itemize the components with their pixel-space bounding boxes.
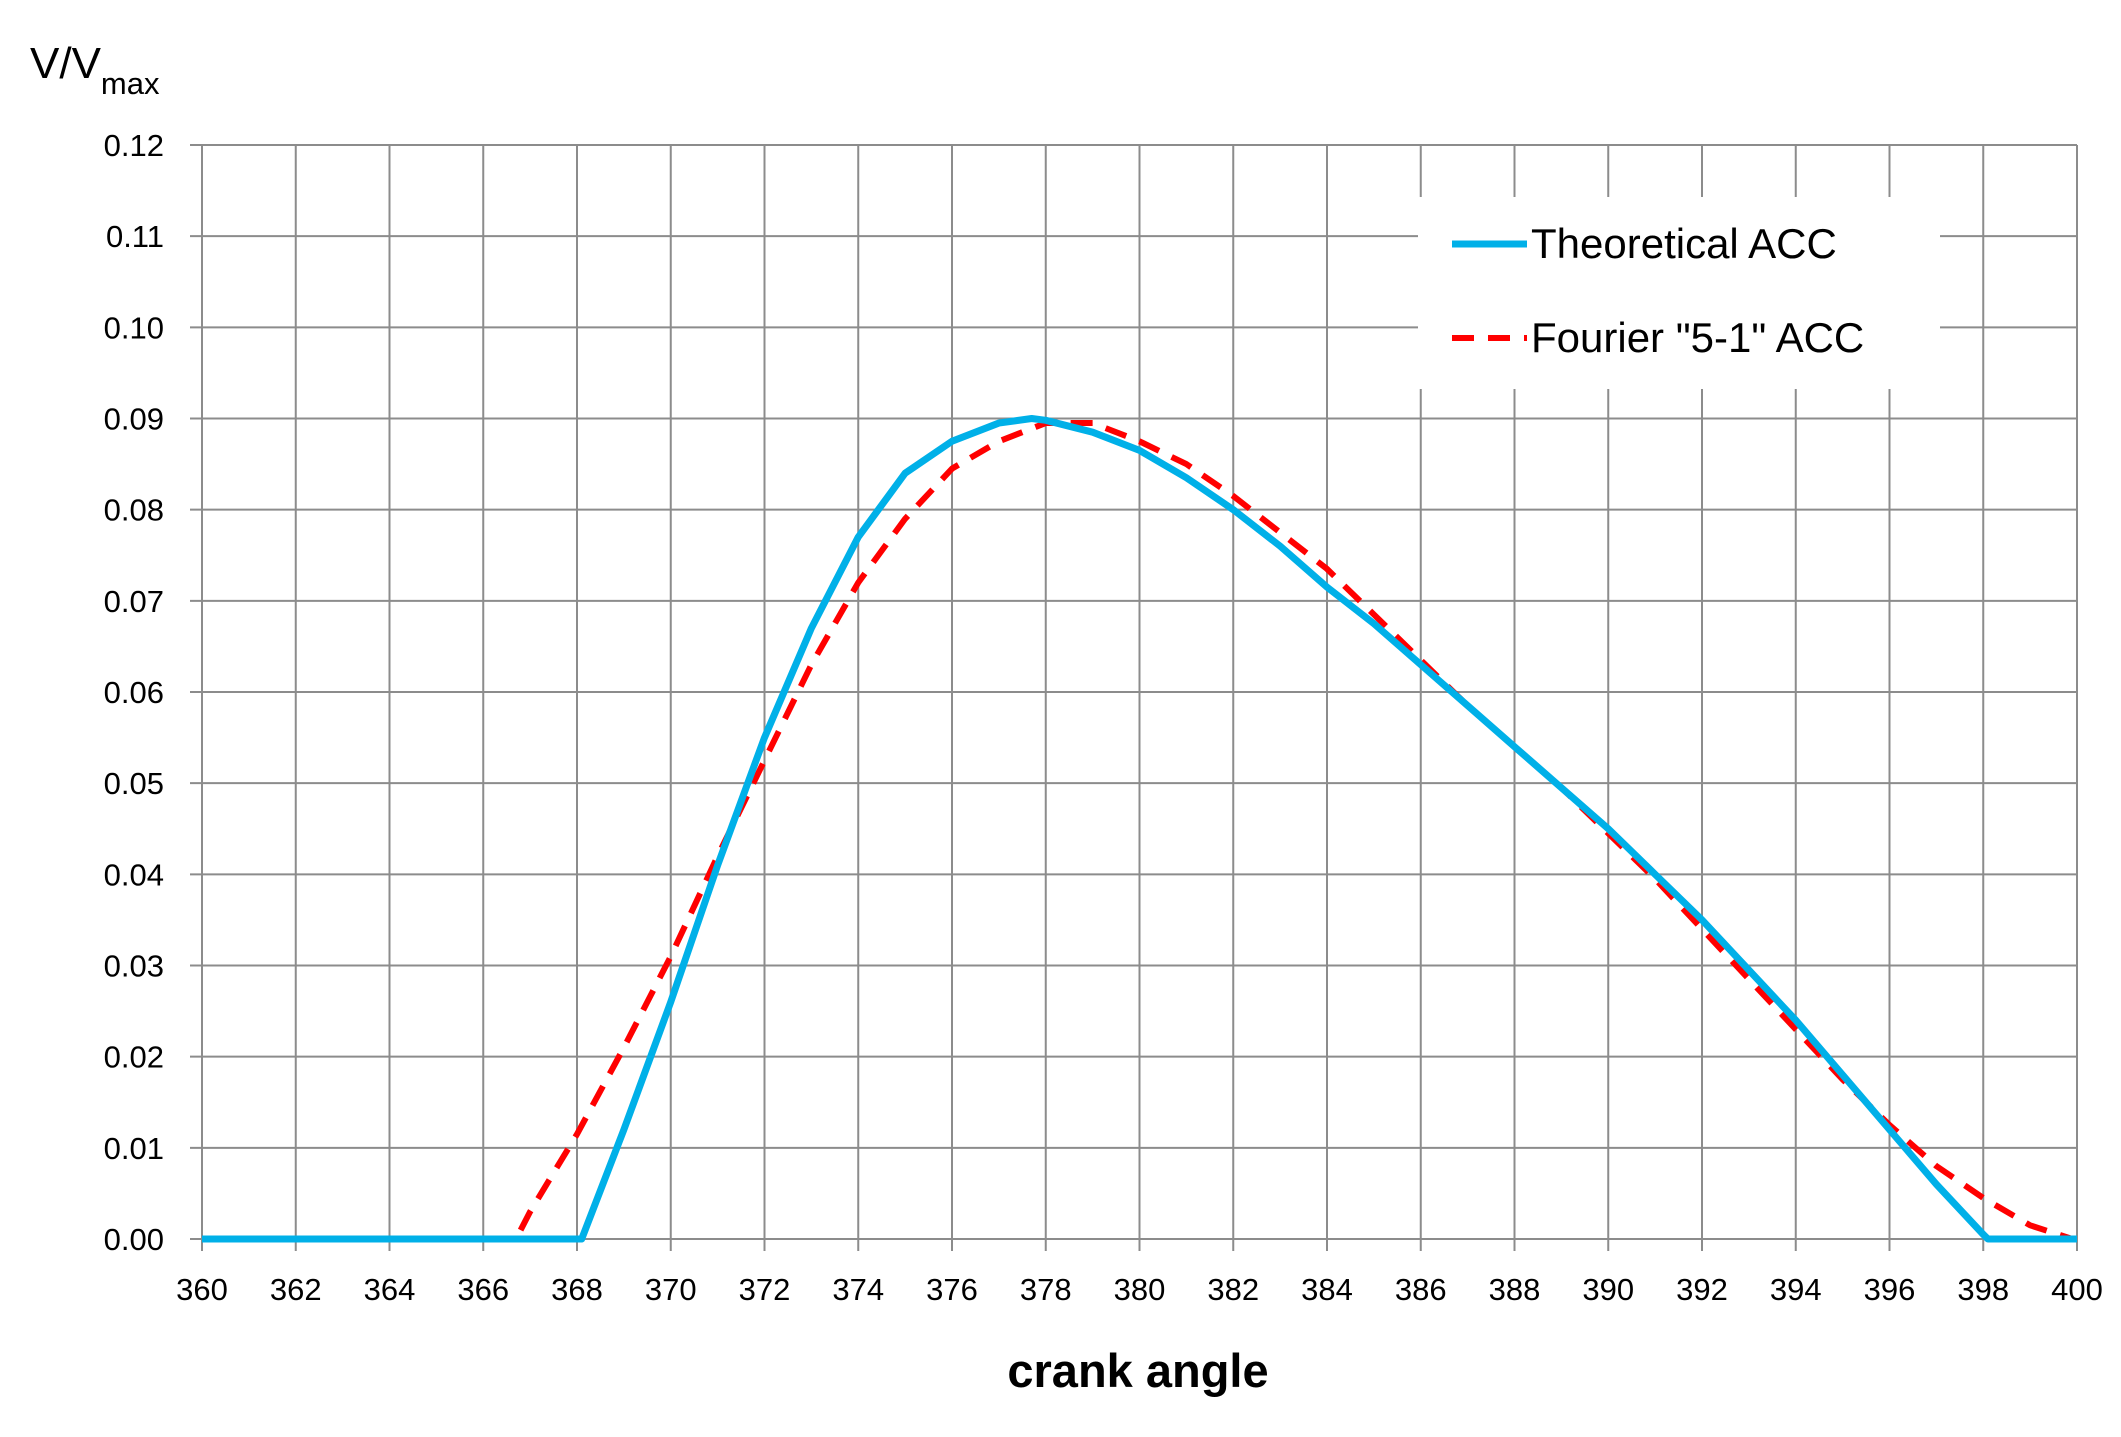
series-layer — [202, 415, 2077, 1243]
y-axis-label-main: V/V — [30, 39, 102, 88]
y-tick-label: 0.05 — [104, 766, 164, 801]
x-axis-label: crank angle — [1007, 1344, 1268, 1397]
x-tick-label: 390 — [1582, 1272, 1634, 1307]
y-tick-label: 0.11 — [106, 219, 164, 254]
y-tick-label: 0.10 — [104, 310, 164, 345]
y-tick-label: 0.08 — [104, 493, 164, 528]
x-tick-label: 396 — [1864, 1272, 1916, 1307]
y-tick-label: 0.02 — [104, 1040, 164, 1075]
series-line-theoretical — [202, 415, 2077, 1243]
y-tick-label: 0.12 — [104, 128, 164, 163]
y-axis-ticks: 0.00 0.01 0.02 0.03 0.04 0.05 0.06 0.07 0.08 0.09… — [104, 128, 164, 1257]
x-tick-label: 364 — [364, 1272, 416, 1307]
x-tick-label: 394 — [1770, 1272, 1822, 1307]
x-tick-label: 376 — [926, 1272, 978, 1307]
y-axis-label-subscript: max — [101, 66, 160, 101]
x-tick-label: 382 — [1207, 1272, 1259, 1307]
x-tick-label: 392 — [1676, 1272, 1728, 1307]
x-tick-label: 386 — [1395, 1272, 1447, 1307]
y-tick-label: 0.07 — [104, 584, 164, 619]
y-tick-label: 0.03 — [104, 949, 164, 984]
legend: Theoretical ACC Fourier "5-1" ACC — [1418, 197, 1940, 389]
x-tick-label: 378 — [1020, 1272, 1072, 1307]
y-axis-label: V/Vmax — [30, 39, 160, 101]
x-tick-label: 368 — [551, 1272, 603, 1307]
y-tick-label: 0.04 — [104, 857, 164, 892]
x-tick-label: 374 — [832, 1272, 884, 1307]
y-tick-label: 0.01 — [104, 1131, 164, 1166]
x-tick-label: 366 — [457, 1272, 509, 1307]
y-tick-label: 0.09 — [104, 402, 164, 437]
x-tick-label: 400 — [2051, 1272, 2103, 1307]
x-tick-label: 384 — [1301, 1272, 1353, 1307]
x-tick-label: 370 — [645, 1272, 697, 1307]
x-axis-ticks: 360 362 364 366 368 370 372 374 376 378 380 382 384 3… — [176, 1272, 2103, 1307]
x-tick-label: 360 — [176, 1272, 228, 1307]
y-tick-label: 0.06 — [104, 675, 164, 710]
legend-label-fourier: Fourier "5-1" ACC — [1531, 314, 1864, 361]
y-tick-label: 0.00 — [104, 1222, 164, 1257]
series-line-fourier — [202, 420, 2074, 1242]
grid — [190, 144, 2078, 1251]
x-tick-label: 362 — [270, 1272, 322, 1307]
x-tick-label: 388 — [1489, 1272, 1541, 1307]
legend-label-theoretical: Theoretical ACC — [1531, 220, 1837, 267]
x-tick-label: 380 — [1114, 1272, 1166, 1307]
x-tick-label: 372 — [739, 1272, 791, 1307]
legend-background — [1418, 197, 1940, 389]
x-tick-label: 398 — [1957, 1272, 2009, 1307]
